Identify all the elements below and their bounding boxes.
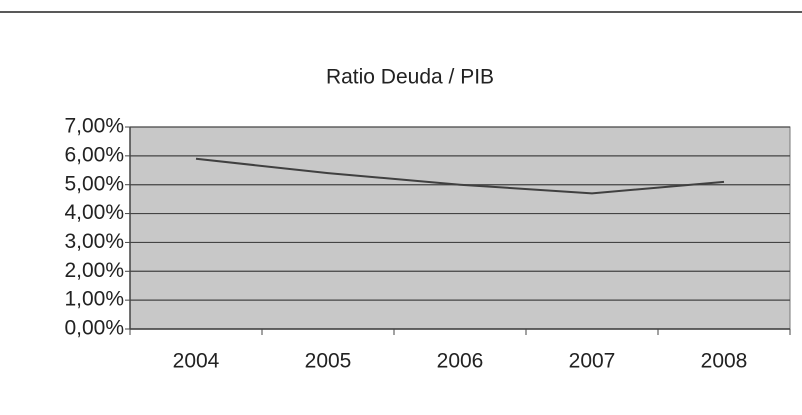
x-tick-label: 2004 (173, 350, 220, 373)
y-tick-label: 1,00% (64, 288, 124, 311)
y-tick-label: 6,00% (64, 143, 124, 166)
y-tick-label: 2,00% (64, 259, 124, 282)
y-tick-label: 5,00% (64, 172, 124, 195)
x-tick-label: 2007 (569, 350, 616, 373)
y-tick-label: 0,00% (64, 317, 124, 340)
y-tick-label: 7,00% (64, 115, 124, 138)
y-tick-label: 4,00% (64, 201, 124, 224)
line (195, 157, 725, 195)
x-tick-label: 2006 (437, 350, 484, 373)
x-tick-label: 2005 (305, 350, 352, 373)
plot-area (129, 126, 791, 330)
y-tick-label: 3,00% (64, 230, 124, 253)
chart-title: Ratio Deuda / PIB (326, 66, 494, 89)
x-tick-label: 2008 (701, 350, 748, 373)
